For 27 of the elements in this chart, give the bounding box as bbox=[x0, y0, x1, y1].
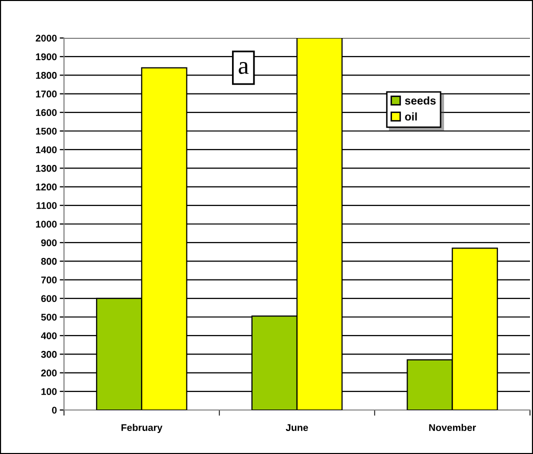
y-tick-label: 600 bbox=[41, 295, 57, 302]
y-tick-label: 800 bbox=[41, 258, 57, 265]
y-tick-label: 100 bbox=[41, 388, 57, 396]
y-tick-label: 1200 bbox=[36, 184, 57, 190]
y-tick-label: 1100 bbox=[36, 202, 57, 210]
y-tick-label: 1500 bbox=[36, 128, 57, 135]
y-tick-label: 0 bbox=[52, 406, 57, 414]
y-tick-label: 1400 bbox=[36, 146, 57, 154]
y-tick-label: 500 bbox=[41, 314, 57, 321]
y-tick-label: 200 bbox=[41, 370, 57, 376]
y-tick-label: 1600 bbox=[36, 109, 57, 116]
annotation: a bbox=[238, 62, 249, 74]
y-tick-label: 700 bbox=[41, 276, 57, 284]
y-tick-label: 1800 bbox=[36, 72, 57, 79]
x-tick-label: February bbox=[122, 424, 162, 433]
x-tick-label: November bbox=[429, 424, 476, 432]
y-tick-label: 1000 bbox=[36, 220, 57, 228]
y-tick-label: 1300 bbox=[36, 164, 57, 172]
y-tick-label: 1700 bbox=[36, 90, 57, 98]
y-tick-label: 300 bbox=[41, 350, 57, 358]
y-tick-label: 2000 bbox=[36, 34, 57, 42]
y-tick-label: 1900 bbox=[36, 53, 57, 60]
y-tick-label: 400 bbox=[40, 332, 57, 340]
legend-label: oil bbox=[405, 112, 417, 121]
x-tick-label: June bbox=[286, 424, 308, 432]
legend-label: seeds bbox=[405, 96, 436, 105]
y-tick-label: 900 bbox=[41, 239, 57, 246]
